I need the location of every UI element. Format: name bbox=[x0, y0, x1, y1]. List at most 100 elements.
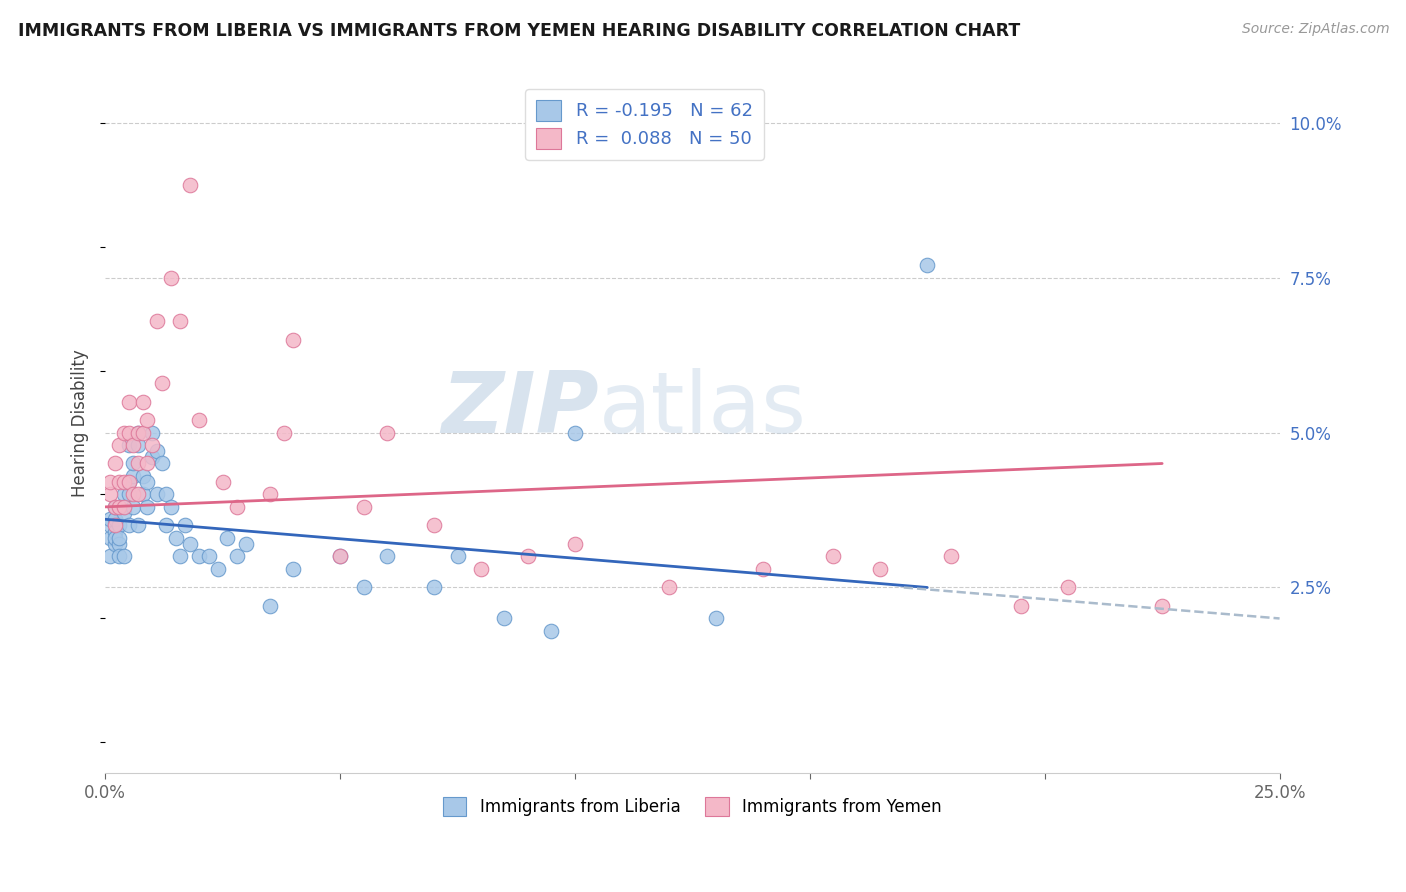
Point bbox=[259, 487, 281, 501]
Point bbox=[155, 487, 177, 501]
Point bbox=[259, 599, 281, 613]
Point bbox=[136, 457, 159, 471]
Point bbox=[235, 537, 257, 551]
Text: IMMIGRANTS FROM LIBERIA VS IMMIGRANTS FROM YEMEN HEARING DISABILITY CORRELATION : IMMIGRANTS FROM LIBERIA VS IMMIGRANTS FR… bbox=[18, 22, 1021, 40]
Point bbox=[98, 475, 121, 489]
Point bbox=[869, 562, 891, 576]
Point bbox=[141, 450, 163, 465]
Point bbox=[127, 457, 149, 471]
Point bbox=[353, 500, 375, 514]
Point bbox=[470, 562, 492, 576]
Point bbox=[118, 475, 141, 489]
Point bbox=[108, 500, 131, 514]
Point bbox=[118, 425, 141, 440]
Point bbox=[141, 425, 163, 440]
Point bbox=[169, 549, 191, 564]
Point bbox=[98, 512, 121, 526]
Point bbox=[122, 469, 145, 483]
Point bbox=[127, 425, 149, 440]
Point bbox=[136, 500, 159, 514]
Point bbox=[423, 518, 446, 533]
Point bbox=[108, 537, 131, 551]
Point bbox=[423, 581, 446, 595]
Text: atlas: atlas bbox=[599, 368, 807, 450]
Point bbox=[540, 624, 562, 638]
Point bbox=[104, 512, 127, 526]
Point bbox=[188, 413, 211, 427]
Point bbox=[122, 457, 145, 471]
Point bbox=[329, 549, 352, 564]
Point bbox=[329, 549, 352, 564]
Point bbox=[118, 487, 141, 501]
Point bbox=[108, 438, 131, 452]
Point bbox=[132, 487, 155, 501]
Point bbox=[939, 549, 962, 564]
Point bbox=[108, 475, 131, 489]
Point bbox=[353, 581, 375, 595]
Point bbox=[127, 438, 149, 452]
Point bbox=[98, 518, 121, 533]
Text: Source: ZipAtlas.com: Source: ZipAtlas.com bbox=[1241, 22, 1389, 37]
Point bbox=[207, 562, 229, 576]
Point bbox=[136, 475, 159, 489]
Point bbox=[179, 537, 201, 551]
Legend: Immigrants from Liberia, Immigrants from Yemen: Immigrants from Liberia, Immigrants from… bbox=[434, 789, 950, 824]
Point bbox=[98, 487, 121, 501]
Point bbox=[446, 549, 468, 564]
Point bbox=[155, 518, 177, 533]
Point bbox=[112, 506, 135, 520]
Point bbox=[174, 518, 197, 533]
Point bbox=[104, 500, 127, 514]
Point bbox=[281, 562, 304, 576]
Point bbox=[127, 518, 149, 533]
Point bbox=[108, 549, 131, 564]
Point bbox=[108, 500, 131, 514]
Point bbox=[165, 531, 187, 545]
Point bbox=[273, 425, 295, 440]
Point bbox=[118, 394, 141, 409]
Point bbox=[1152, 599, 1174, 613]
Point bbox=[1057, 581, 1080, 595]
Point bbox=[118, 475, 141, 489]
Point bbox=[122, 438, 145, 452]
Point bbox=[188, 549, 211, 564]
Point bbox=[122, 500, 145, 514]
Point bbox=[104, 524, 127, 539]
Point bbox=[160, 270, 183, 285]
Point bbox=[122, 487, 145, 501]
Point bbox=[108, 518, 131, 533]
Point bbox=[146, 487, 169, 501]
Point bbox=[104, 457, 127, 471]
Point bbox=[375, 549, 398, 564]
Point bbox=[517, 549, 540, 564]
Point bbox=[112, 487, 135, 501]
Point bbox=[564, 537, 586, 551]
Point bbox=[917, 258, 939, 272]
Point bbox=[150, 457, 173, 471]
Point bbox=[112, 500, 135, 514]
Point bbox=[132, 394, 155, 409]
Point bbox=[658, 581, 681, 595]
Point bbox=[169, 314, 191, 328]
Point bbox=[823, 549, 845, 564]
Point bbox=[704, 611, 727, 625]
Point bbox=[98, 531, 121, 545]
Text: ZIP: ZIP bbox=[441, 368, 599, 450]
Point bbox=[211, 475, 233, 489]
Point bbox=[132, 425, 155, 440]
Point bbox=[104, 500, 127, 514]
Point bbox=[494, 611, 516, 625]
Point bbox=[104, 531, 127, 545]
Point bbox=[217, 531, 239, 545]
Point bbox=[127, 487, 149, 501]
Point bbox=[112, 475, 135, 489]
Point bbox=[225, 500, 247, 514]
Point bbox=[146, 314, 169, 328]
Point bbox=[146, 444, 169, 458]
Point bbox=[118, 518, 141, 533]
Point bbox=[1010, 599, 1032, 613]
Point bbox=[197, 549, 219, 564]
Point bbox=[136, 413, 159, 427]
Point bbox=[98, 549, 121, 564]
Point bbox=[141, 438, 163, 452]
